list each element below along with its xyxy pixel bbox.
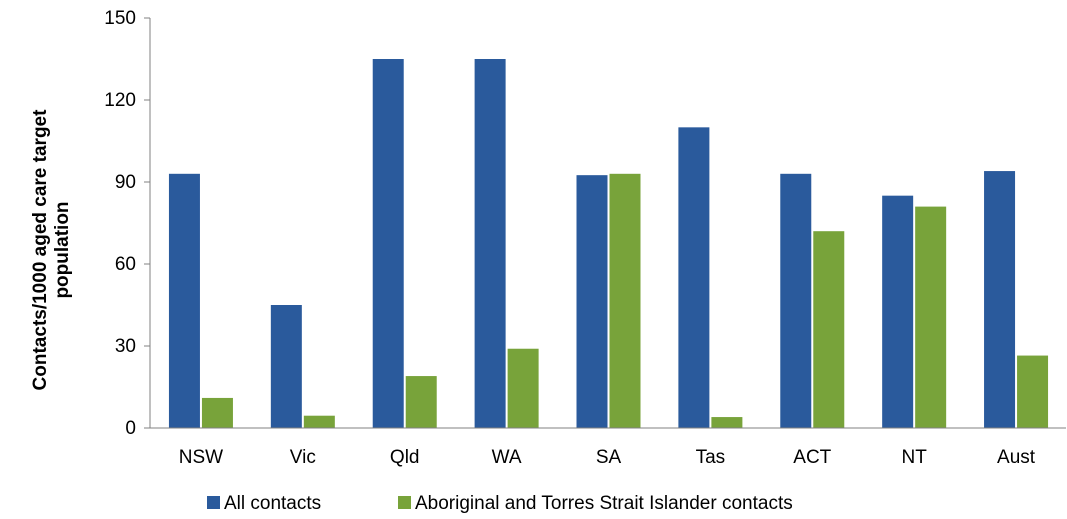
bar-all-contacts-tas — [678, 127, 710, 428]
y-axis-ticks: 0 30 60 90 120 150 — [104, 8, 150, 439]
bar-atsi-contacts-tas — [711, 417, 743, 428]
x-tick-label: NT — [902, 447, 928, 468]
legend: All contacts Aboriginal and Torres Strait… — [207, 493, 793, 514]
bar-all-contacts-vic — [270, 305, 302, 428]
bars — [168, 59, 1049, 429]
x-tick-label: Tas — [696, 447, 726, 468]
bar-all-contacts-wa — [474, 59, 506, 428]
bar-all-contacts-nt — [882, 195, 914, 428]
legend-label: All contacts — [224, 493, 321, 514]
bar-all-contacts-qld — [372, 59, 404, 428]
x-axis-ticks: NSW Vic Qld WA SA Tas ACT NT Aust — [179, 447, 1036, 468]
x-tick-label: WA — [492, 447, 522, 468]
axes — [149, 18, 1066, 429]
y-tick-label: 150 — [104, 8, 136, 29]
x-tick-label: NSW — [179, 447, 223, 468]
y-axis-label: Contacts/1000 aged care target population — [30, 109, 73, 391]
x-tick-label: ACT — [793, 447, 831, 468]
x-tick-label: Aust — [997, 447, 1036, 468]
y-tick-label: 90 — [115, 172, 136, 193]
bar-all-contacts-aust — [984, 171, 1016, 429]
y-axis-label-line: Contacts/1000 aged care target — [30, 109, 51, 391]
bar-atsi-contacts-wa — [507, 348, 539, 428]
y-tick-label: 30 — [115, 336, 136, 357]
legend-swatch — [207, 496, 220, 509]
legend-label: Aboriginal and Torres Strait Islander co… — [415, 493, 793, 514]
y-tick-label: 0 — [125, 418, 136, 439]
bar-atsi-contacts-sa — [609, 173, 641, 428]
legend-swatch — [398, 496, 411, 509]
x-tick-label: SA — [596, 447, 622, 468]
bar-all-contacts-act — [780, 173, 812, 428]
bar-atsi-contacts-aust — [1017, 355, 1049, 428]
x-tick-label: Vic — [290, 447, 316, 468]
bar-atsi-contacts-nsw — [201, 397, 233, 428]
bar-atsi-contacts-vic — [303, 415, 335, 428]
bar-atsi-contacts-nt — [915, 206, 947, 428]
x-tick-label: Qld — [390, 447, 420, 468]
y-tick-label: 60 — [115, 254, 136, 275]
y-axis-label-line: population — [52, 201, 73, 298]
y-tick-label: 120 — [104, 90, 136, 111]
bar-all-contacts-sa — [576, 175, 608, 428]
bar-atsi-contacts-act — [813, 231, 845, 428]
bar-all-contacts-nsw — [168, 173, 200, 428]
bar-atsi-contacts-qld — [405, 376, 437, 428]
